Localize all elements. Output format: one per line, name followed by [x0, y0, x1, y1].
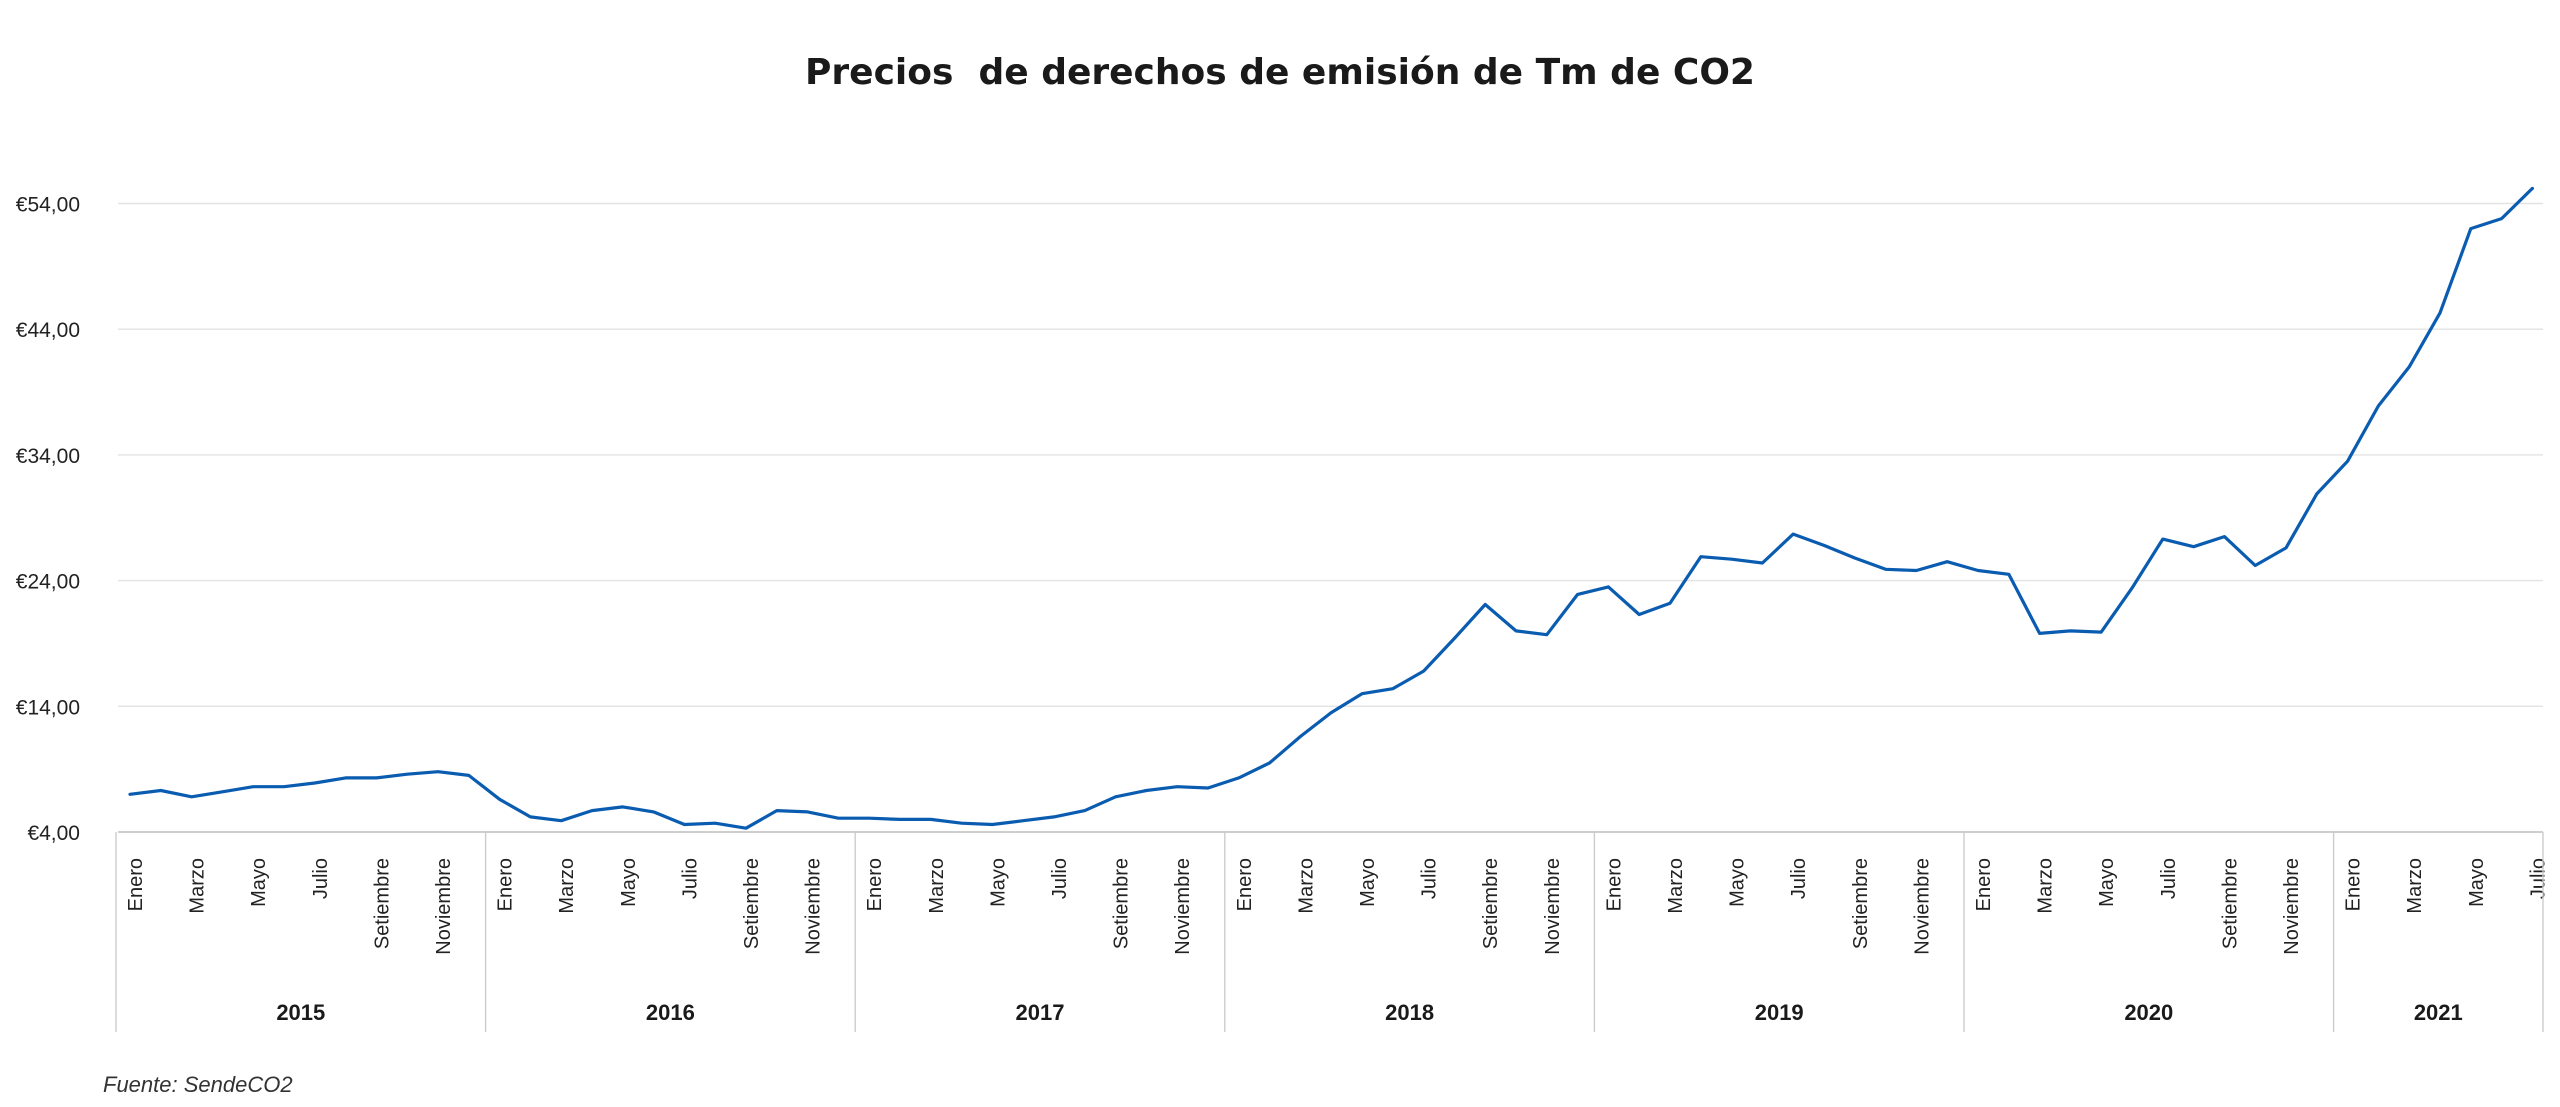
- year-label: 2017: [1016, 1000, 1065, 1025]
- x-tick-label: Noviembre: [803, 858, 825, 955]
- x-tick-label: Mayo: [1357, 858, 1379, 907]
- x-tick-label: Mayo: [618, 858, 640, 907]
- x-tick-label: Setiembre: [1480, 858, 1502, 949]
- x-tick-label: Julio: [2527, 858, 2549, 899]
- x-tick-label: Enero: [125, 858, 147, 911]
- x-tick-label: Enero: [1603, 858, 1625, 911]
- x-tick-label: Mayo: [1727, 858, 1749, 907]
- x-tick-label: Enero: [1973, 858, 1995, 911]
- y-tick-label: €24,00: [16, 571, 80, 594]
- x-tick-label: Marzo: [556, 858, 578, 914]
- x-tick-label: Enero: [495, 858, 517, 911]
- x-tick-label: Marzo: [926, 858, 948, 914]
- x-tick-label: Marzo: [2404, 858, 2426, 914]
- x-tick-label: Setiembre: [1111, 858, 1133, 949]
- x-tick-label: Noviembre: [1911, 858, 1933, 955]
- x-axis: Enero Marzo Mayo Julio Setiembre Noviembre 201…: [115, 832, 2549, 1032]
- x-tick-label: Marzo: [1295, 858, 1317, 914]
- x-tick-label: Setiembre: [741, 858, 763, 949]
- x-tick-label: Mayo: [987, 858, 1009, 907]
- x-tick-label: Mayo: [248, 858, 270, 907]
- x-tick-label: Julio: [310, 858, 332, 899]
- source-note: Fuente: SendeCO2: [103, 1072, 293, 1097]
- x-tick-label: Setiembre: [1850, 858, 1872, 949]
- y-axis-ticks: €4,00 €14,00 €24,00 €34,00 €44,00 €54,00: [16, 194, 80, 846]
- year-label: 2016: [646, 1000, 695, 1025]
- x-tick-label: Enero: [864, 858, 886, 911]
- x-tick-label: Marzo: [1665, 858, 1687, 914]
- year-label: 2021: [2414, 1000, 2463, 1025]
- x-tick-label: Marzo: [2035, 858, 2057, 914]
- x-tick-label: Julio: [1049, 858, 1071, 899]
- chart-title: Precios de derechos de emisión de Tm de …: [805, 52, 1755, 93]
- x-tick-label: Mayo: [2096, 858, 2118, 907]
- x-tick-label: Enero: [2343, 858, 2365, 911]
- x-tick-label: Noviembre: [1172, 858, 1194, 955]
- y-tick-label: €4,00: [27, 822, 80, 845]
- y-tick-label: €54,00: [16, 194, 80, 217]
- x-tick-label: Enero: [1234, 858, 1256, 911]
- x-tick-label: Marzo: [187, 858, 209, 914]
- y-tick-label: €14,00: [16, 696, 80, 719]
- x-tick-label: Noviembre: [1542, 858, 1564, 955]
- gridlines: [118, 202, 2543, 833]
- x-tick-label: Setiembre: [371, 858, 393, 949]
- x-tick-label: Setiembre: [2219, 858, 2241, 949]
- series-line-layer: [128, 186, 2534, 830]
- x-tick-label: Noviembre: [2281, 858, 2303, 955]
- x-tick-label: Julio: [1419, 858, 1441, 899]
- year-label: 2015: [276, 1000, 325, 1025]
- x-tick-label: Mayo: [2466, 858, 2488, 907]
- x-tick-label: Julio: [1788, 858, 1810, 899]
- year-label: 2019: [1755, 1000, 1804, 1025]
- x-tick-label: Julio: [2158, 858, 2180, 899]
- year-label: 2020: [2124, 1000, 2173, 1025]
- year-label: 2018: [1385, 1000, 1434, 1025]
- x-tick-label: Noviembre: [433, 858, 455, 955]
- x-tick-label: Julio: [679, 858, 701, 899]
- series-line: [128, 186, 2534, 830]
- y-tick-label: €44,00: [16, 319, 80, 342]
- y-tick-label: €34,00: [16, 445, 80, 468]
